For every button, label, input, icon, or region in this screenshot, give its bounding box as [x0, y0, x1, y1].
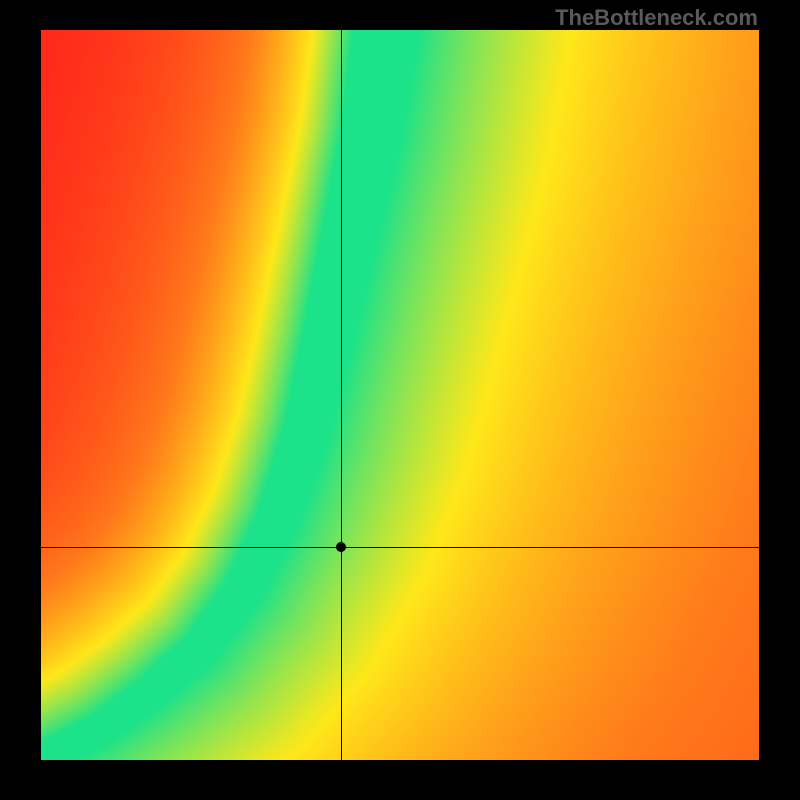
crosshair-marker	[336, 542, 346, 552]
crosshair-horizontal	[41, 547, 759, 548]
plot-area	[41, 30, 759, 760]
crosshair-vertical	[341, 30, 342, 760]
chart-container: TheBottleneck.com	[0, 0, 800, 800]
watermark-text: TheBottleneck.com	[555, 5, 758, 31]
heatmap-canvas	[41, 30, 759, 760]
